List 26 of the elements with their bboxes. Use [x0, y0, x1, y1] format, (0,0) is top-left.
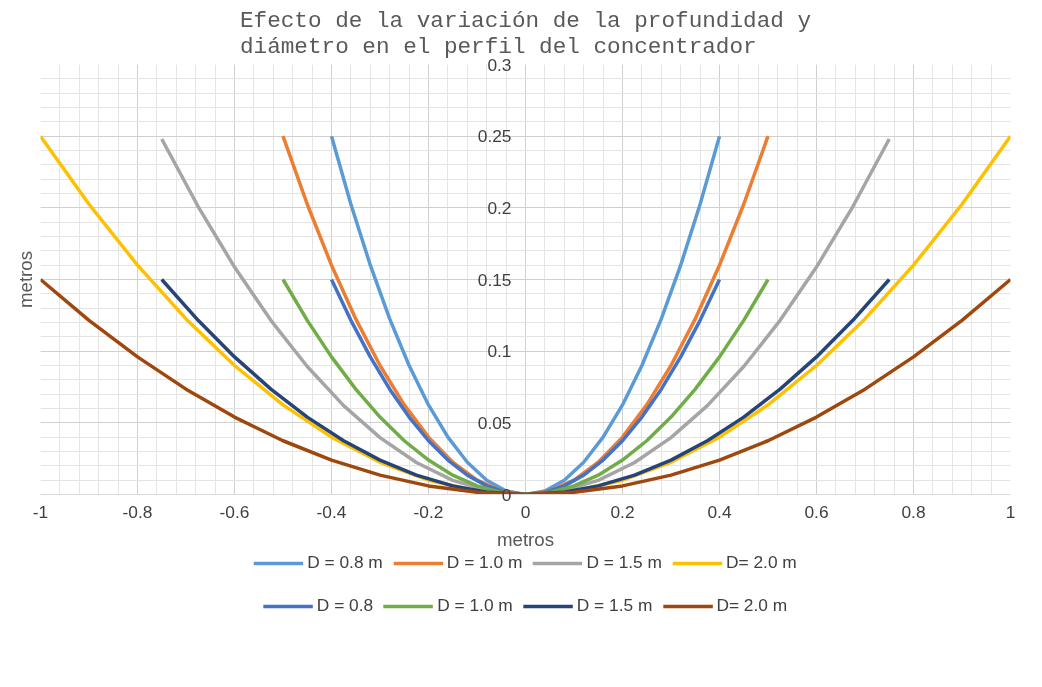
x-tick-label: -0.8 — [122, 501, 153, 522]
legend-label: D = 1.5 m — [576, 595, 653, 616]
y-axis-title: metros — [14, 250, 36, 309]
x-tick-label: 1 — [1005, 501, 1016, 522]
x-tick-label: 0 — [520, 501, 531, 522]
legend-label: D = 0.8 m — [307, 552, 383, 573]
x-tick-label: 0.4 — [707, 501, 732, 522]
y-tick-label: 0.1 — [487, 341, 512, 362]
legend-label: D = 1.5 m — [586, 552, 663, 573]
legend-label: D= 2.0 m — [726, 552, 797, 573]
x-tick-label: 0.2 — [610, 501, 635, 522]
y-tick-label: 0.25 — [477, 126, 512, 147]
y-tick-label: 0.15 — [477, 269, 512, 290]
x-tick-label: 0.8 — [901, 501, 926, 522]
legend-label: D = 1.0 m — [437, 595, 513, 616]
x-tick-label: -0.2 — [413, 501, 444, 522]
x-tick-label: -0.6 — [219, 501, 250, 522]
legend-label: D= 2.0 m — [716, 595, 788, 616]
legend-label: D = 1.0 m — [446, 552, 523, 573]
legend-label: D = 0.8 — [316, 595, 374, 616]
x-tick-label: -0.4 — [316, 501, 347, 522]
x-tick-label: -1 — [32, 501, 49, 522]
y-tick-label: 0.05 — [477, 412, 512, 433]
x-tick-label: 0.6 — [804, 501, 829, 522]
y-tick-label: 0.2 — [487, 197, 512, 218]
x-axis-title: metros — [496, 528, 555, 550]
